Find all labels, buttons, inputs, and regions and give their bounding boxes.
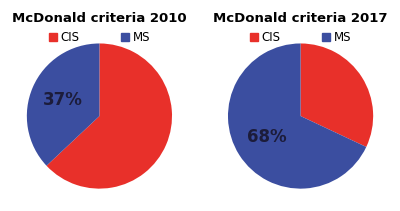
Text: 68%: 68% (247, 128, 287, 146)
Text: 37%: 37% (43, 91, 83, 109)
Wedge shape (228, 43, 366, 189)
Legend: CIS, MS: CIS, MS (49, 31, 150, 44)
Legend: CIS, MS: CIS, MS (250, 31, 351, 44)
Title: McDonald criteria 2010: McDonald criteria 2010 (12, 12, 187, 25)
Wedge shape (46, 43, 172, 189)
Wedge shape (27, 43, 100, 166)
Wedge shape (300, 43, 373, 147)
Title: McDonald criteria 2017: McDonald criteria 2017 (213, 12, 388, 25)
